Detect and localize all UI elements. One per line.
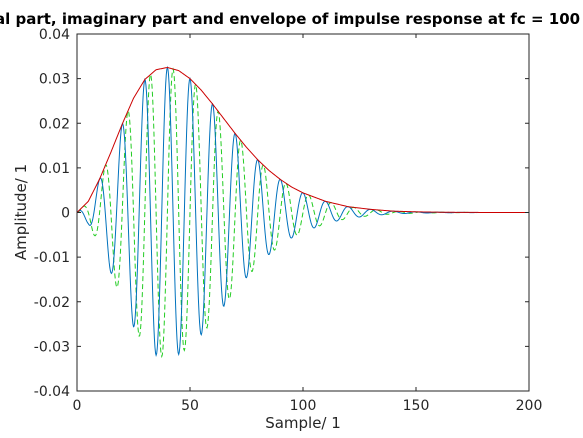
x-tick-label: 50	[181, 398, 199, 414]
y-axis-label: Amplitude/ 1	[12, 164, 30, 260]
series-imaginary-part-line	[76, 67, 484, 359]
y-tick-label: 0.01	[39, 161, 70, 177]
series-envelope-line	[76, 66, 529, 213]
ticks-layer: 0 50 100 150 200 0.04 0.03 0.02 0.01 0 -0.01 -0.02 -…	[34, 27, 543, 414]
x-tick-label: 150	[403, 398, 430, 414]
y-tick-label: 0.03	[39, 72, 70, 88]
y-tick-label: 0.02	[39, 116, 70, 132]
y-tick-label: -0.02	[34, 295, 70, 311]
x-tick-label: 100	[290, 398, 317, 414]
y-tick-label: -0.03	[34, 339, 70, 355]
x-tick-label: 200	[516, 398, 543, 414]
y-tick-label: -0.04	[34, 384, 70, 400]
x-tick-label: 0	[73, 398, 82, 414]
series-layer	[76, 65, 529, 359]
y-tick-label: 0.04	[39, 27, 70, 43]
y-tick-label: 0	[61, 206, 70, 222]
y-tick-label: -0.01	[34, 250, 70, 266]
chart-title: al part, imaginary part and envelope of …	[0, 10, 580, 28]
x-axis-label: Sample/ 1	[265, 414, 341, 432]
